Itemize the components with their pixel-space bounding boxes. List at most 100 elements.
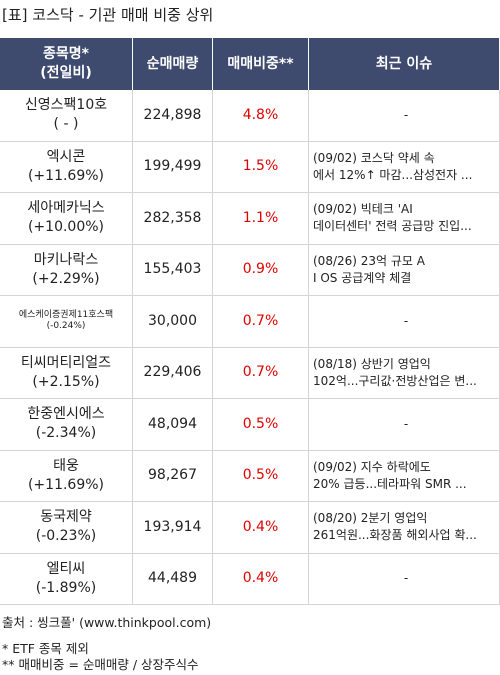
text: (+2.15%) (32, 373, 100, 390)
ratio-cell: 0.4% (213, 553, 309, 605)
text: 1.1% (242, 209, 279, 226)
issue-cell: (09/02) 지수 하락에도 20% 급등...테라파워 SMR ... (309, 450, 500, 502)
stock-cell: 엑시콘 (+11.69%) (0, 141, 133, 193)
text: I OS 공급계약 체결 (313, 270, 412, 285)
header-cell: 매매비중** (213, 38, 309, 90)
footer-note: * ETF 종목 제외 (2, 641, 89, 656)
ratio-cell: 0.4% (213, 502, 309, 554)
volume-cell: 224,898 (133, 90, 213, 142)
text: 마키나락스 (33, 251, 99, 268)
text: 0.4% (242, 570, 279, 587)
stock-cell: 동국제약 (-0.23%) (0, 502, 133, 554)
volume-cell: 30,000 (133, 296, 213, 348)
text: 44,489 (148, 570, 197, 587)
text: (-0.24%) (46, 321, 86, 332)
volume-cell: 155,403 (133, 244, 213, 296)
ratio-cell: 4.8% (213, 90, 309, 142)
text: 신영스팩10호 (24, 97, 108, 114)
volume-cell: 48,094 (133, 399, 213, 451)
text: 한중엔시에스 (27, 406, 105, 423)
text: 엑시콘 (46, 148, 86, 165)
stock-cell: 신영스팩10호 ( - ) (0, 90, 133, 142)
text: - (403, 107, 409, 122)
text: 0.7% (242, 312, 279, 329)
issue-cell: (09/02) 빅테크 'AI 데이터센터' 전력 공급망 진입... (309, 193, 500, 245)
stock-cell: 마키나락스 (+2.29%) (0, 244, 133, 296)
title: [표] 코스닥 - 기관 매매 비중 상위 (2, 6, 214, 24)
issue-cell: - (309, 296, 500, 348)
text: 세아메카닉스 (27, 200, 105, 217)
issue-cell: (09/02) 코스닥 약세 속 에서 12%↑ 마감...삼성전자 ... (309, 141, 500, 193)
text: (전일비) (40, 65, 92, 81)
footer-note: ** 매매비중 = 순매매량 / 상장주식수 (2, 657, 199, 672)
text: 에서 12%↑ 마감...삼성전자 ... (313, 167, 473, 182)
text: 태웅 (53, 457, 79, 474)
text: 종목명* (43, 46, 89, 62)
text: 224,898 (143, 106, 202, 123)
stock-cell: 한중엔시에스 (-2.34%) (0, 399, 133, 451)
text: (-2.34%) (35, 425, 97, 442)
text: (09/02) 지수 하락에도 (313, 459, 431, 474)
text: 48,094 (148, 415, 197, 432)
text: 동국제약 (40, 509, 92, 526)
text: 0.7% (242, 364, 279, 381)
text: 199,499 (143, 158, 202, 175)
volume-cell: 44,489 (133, 553, 213, 605)
issue-cell: (08/18) 상반기 영업익 102억...구리값·전방산업은 변... (309, 347, 500, 399)
text: (08/26) 23억 규모 A (313, 253, 425, 268)
text: (+11.69%) (27, 476, 105, 493)
text: 155,403 (143, 261, 202, 278)
text: 데이터센터' 전력 공급망 진입... (313, 219, 472, 234)
text: ( - ) (53, 116, 79, 133)
text: 최근 이슈 (375, 55, 433, 72)
text: 매매비중** (227, 55, 294, 72)
stock-cell: 에스케이증권제11호스팩 (-0.24%) (0, 296, 133, 348)
header-cell: 순매매량 (133, 38, 213, 90)
text: 1.5% (242, 158, 279, 175)
text: (+10.00%) (27, 219, 105, 236)
ratio-cell: 1.5% (213, 141, 309, 193)
stock-cell: 티씨머티리얼즈 (+2.15%) (0, 347, 133, 399)
text: 229,406 (143, 364, 202, 381)
text: 30,000 (148, 312, 197, 329)
volume-cell: 282,358 (133, 193, 213, 245)
issue-cell: (08/20) 2분기 영업익 261억원...화장품 해외사업 확... (309, 502, 500, 554)
text: - (403, 313, 409, 328)
text: (08/18) 상반기 영업익 (313, 356, 431, 371)
text: (+2.29%) (32, 270, 100, 287)
issue-cell: - (309, 90, 500, 142)
ratio-cell: 0.7% (213, 296, 309, 348)
header-cell: 최근 이슈 (309, 38, 500, 90)
text: 0.4% (242, 518, 279, 535)
issue-cell: - (309, 553, 500, 605)
text: (+11.69%) (27, 167, 105, 184)
volume-cell: 193,914 (133, 502, 213, 554)
text: 0.9% (242, 261, 279, 278)
issue-cell: - (309, 399, 500, 451)
text: 282,358 (143, 209, 202, 226)
volume-cell: 199,499 (133, 141, 213, 193)
footer-note: 출처 : 씽크풀' (www.thinkpool.com) (2, 615, 212, 630)
ratio-cell: 0.7% (213, 347, 309, 399)
text: (-1.89%) (35, 579, 97, 596)
text: 0.5% (242, 467, 279, 484)
text: 20% 급등...테라파워 SMR ... (313, 476, 467, 491)
ratio-cell: 0.5% (213, 399, 309, 451)
stock-cell: 태웅 (+11.69%) (0, 450, 133, 502)
text: 193,914 (143, 518, 202, 535)
text: 엘티씨 (46, 560, 86, 577)
text: 0.5% (242, 415, 279, 432)
text: 102억...구리값·전방산업은 변... (313, 373, 477, 388)
text: 순매매량 (146, 55, 199, 72)
stock-cell: 세아메카닉스 (+10.00%) (0, 193, 133, 245)
header-cell: 종목명* (전일비) (0, 38, 133, 90)
volume-cell: 229,406 (133, 347, 213, 399)
text: 에스케이증권제11호스팩 (18, 310, 114, 321)
volume-cell: 98,267 (133, 450, 213, 502)
stock-cell: 엘티씨 (-1.89%) (0, 553, 133, 605)
text: 98,267 (148, 467, 197, 484)
ratio-cell: 0.5% (213, 450, 309, 502)
text: (09/02) 빅테크 'AI (313, 202, 413, 217)
ratio-cell: 0.9% (213, 244, 309, 296)
